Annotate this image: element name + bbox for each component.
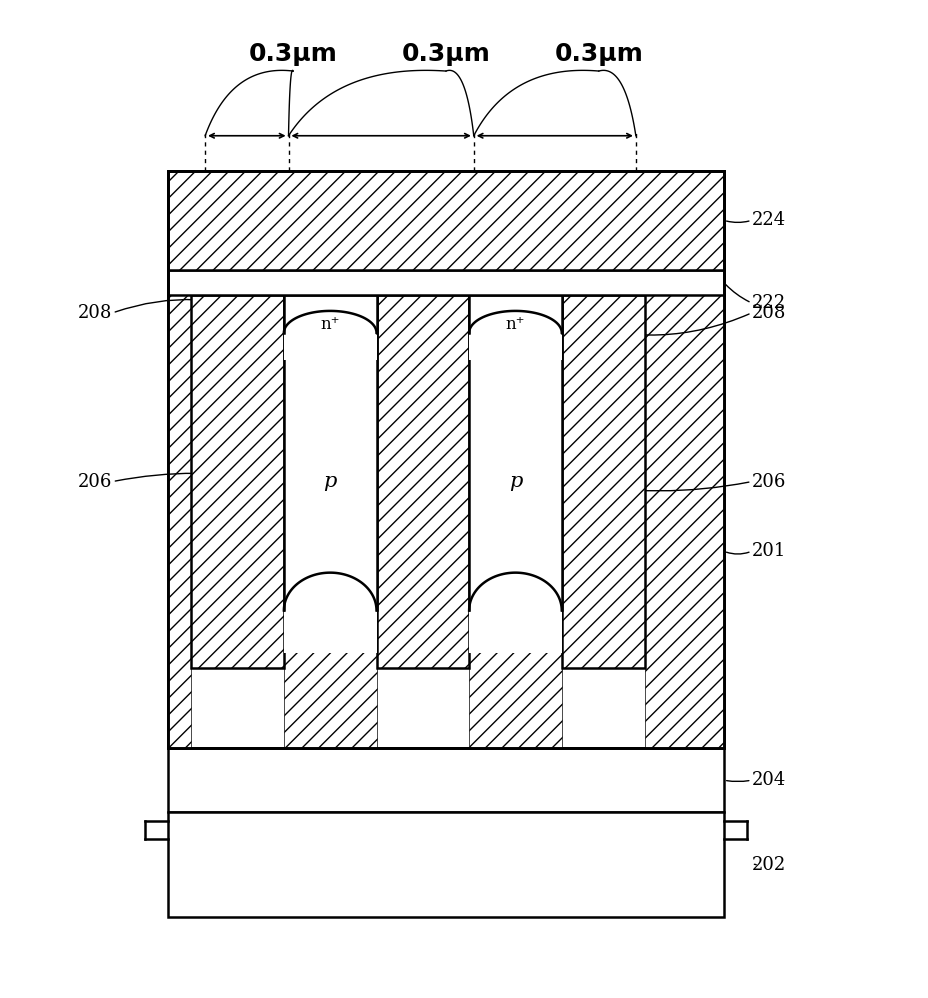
Bar (168, 295, 191, 748)
Bar (168, 171, 723, 748)
Text: 208: 208 (751, 304, 785, 322)
Text: 202: 202 (751, 855, 785, 873)
Bar (168, 171, 723, 270)
Text: p: p (323, 472, 337, 491)
Bar (168, 171, 723, 270)
Text: n⁺: n⁺ (505, 316, 524, 333)
Text: 206: 206 (751, 473, 785, 491)
Bar (168, 171, 723, 748)
Bar (561, 295, 644, 669)
Bar (168, 812, 723, 917)
Bar (284, 606, 376, 654)
Bar (191, 295, 284, 669)
Bar (469, 606, 561, 654)
Text: 0.3μm: 0.3μm (554, 42, 642, 66)
Bar (284, 295, 376, 611)
Text: 206: 206 (78, 473, 112, 491)
Bar (284, 295, 376, 748)
Text: 208: 208 (78, 304, 112, 322)
Text: 0.3μm: 0.3μm (249, 42, 337, 66)
Text: 0.3μm: 0.3μm (401, 42, 490, 66)
Text: n⁺: n⁺ (320, 316, 340, 333)
Bar (469, 295, 561, 611)
Bar (168, 270, 723, 295)
Text: 222: 222 (751, 294, 785, 312)
Bar (376, 295, 469, 669)
Bar (168, 270, 723, 295)
Text: 204: 204 (751, 771, 785, 789)
Bar (168, 295, 723, 748)
Text: 224: 224 (751, 212, 785, 230)
Text: p: p (509, 472, 522, 491)
Bar (168, 748, 723, 812)
Bar (469, 295, 561, 748)
Bar (469, 295, 561, 359)
Bar (284, 295, 376, 359)
Text: 201: 201 (751, 542, 785, 560)
Bar (644, 295, 723, 748)
